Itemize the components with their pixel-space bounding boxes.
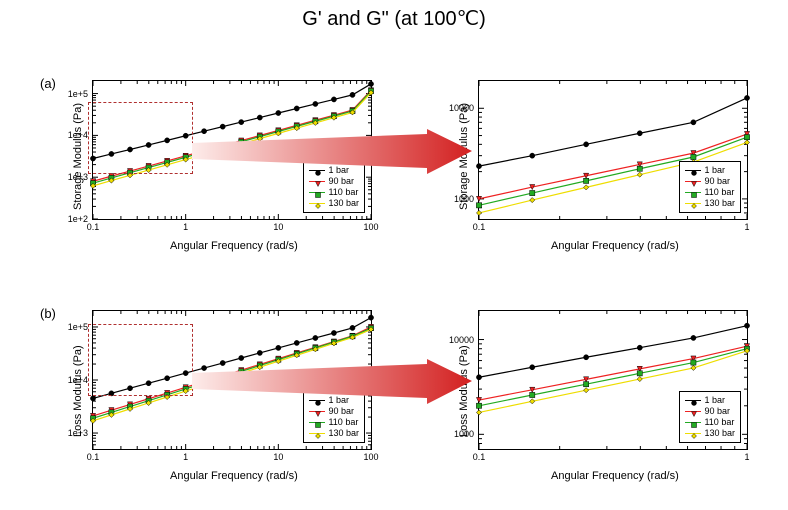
legend-item: 130 bar [309, 428, 359, 439]
xtick-label: 10 [268, 452, 288, 462]
zoom-arrow-a [192, 129, 472, 174]
ytick-label: 1e+5 [53, 89, 88, 99]
legend: 1 bar90 bar110 bar130 bar [679, 391, 741, 443]
xtick-label: 1 [737, 452, 757, 462]
page-title: G' and G" (at 100℃) [0, 0, 788, 34]
ytick-label: 1000 [439, 429, 474, 439]
legend: 1 bar90 bar110 bar130 bar [679, 161, 741, 213]
legend-item: 1 bar [685, 395, 735, 406]
xtick-label: 100 [361, 452, 381, 462]
legend-item: 110 bar [309, 417, 359, 428]
legend-label: 90 bar [704, 176, 730, 187]
ytick-label: 1e+3 [53, 172, 88, 182]
legend-item: 1 bar [685, 165, 735, 176]
legend-item: 90 bar [309, 176, 359, 187]
ytick-label: 10000 [439, 103, 474, 113]
xtick-label: 1 [176, 452, 196, 462]
zoom-box-a [88, 102, 193, 174]
ytick-label: 1e+2 [53, 214, 88, 224]
xtick-label: 0.1 [83, 452, 103, 462]
xtick-label: 0.1 [469, 452, 489, 462]
xlabel-a-right: Angular Frequency (rad/s) [551, 240, 679, 252]
ylabel-b-left: Loss Modulus (Pa) [72, 345, 84, 437]
legend-item: 90 bar [309, 406, 359, 417]
legend-item: 130 bar [309, 198, 359, 209]
legend-label: 130 bar [328, 428, 359, 439]
xtick-label: 1 [176, 222, 196, 232]
legend-item: 110 bar [685, 417, 735, 428]
ytick-label: 1e+3 [53, 428, 88, 438]
legend-item: 130 bar [685, 198, 735, 209]
xtick-label: 10 [268, 222, 288, 232]
legend-label: 130 bar [328, 198, 359, 209]
legend-label: 110 bar [328, 417, 358, 428]
xlabel-b-right: Angular Frequency (rad/s) [551, 470, 679, 482]
legend-label: 110 bar [704, 417, 734, 428]
legend-label: 90 bar [328, 406, 354, 417]
legend-item: 110 bar [309, 187, 359, 198]
xtick-label: 1 [737, 222, 757, 232]
ytick-label: 1e+4 [53, 375, 88, 385]
xlabel-b-left: Angular Frequency (rad/s) [170, 470, 298, 482]
legend-label: 110 bar [704, 187, 734, 198]
chart-a-right: Storage Modulus (Pa) 0.111000100001 bar9… [446, 80, 776, 280]
legend-label: 1 bar [704, 395, 725, 406]
ytick-label: 1e+5 [53, 322, 88, 332]
xlabel-a-left: Angular Frequency (rad/s) [170, 240, 298, 252]
legend-item: 90 bar [685, 406, 735, 417]
ylabel-a-left: Storage Modulus (Pa) [72, 103, 84, 210]
legend-item: 90 bar [685, 176, 735, 187]
legend-item: 110 bar [685, 187, 735, 198]
chart-b-right: Loss Modulus (Pa) 0.111000100001 bar90 b… [446, 310, 776, 510]
xtick-label: 0.1 [469, 222, 489, 232]
legend-label: 90 bar [328, 176, 354, 187]
legend-label: 90 bar [704, 406, 730, 417]
zoom-arrow-b [192, 359, 472, 404]
ytick-label: 1000 [439, 194, 474, 204]
legend-label: 1 bar [704, 165, 725, 176]
ytick-label: 1e+4 [53, 130, 88, 140]
legend-label: 130 bar [704, 428, 735, 439]
xtick-label: 100 [361, 222, 381, 232]
legend-label: 130 bar [704, 198, 735, 209]
ytick-label: 10000 [439, 335, 474, 345]
legend-item: 130 bar [685, 428, 735, 439]
zoom-box-b [88, 324, 193, 396]
panel-label-b: (b) [40, 306, 56, 321]
legend-label: 110 bar [328, 187, 358, 198]
